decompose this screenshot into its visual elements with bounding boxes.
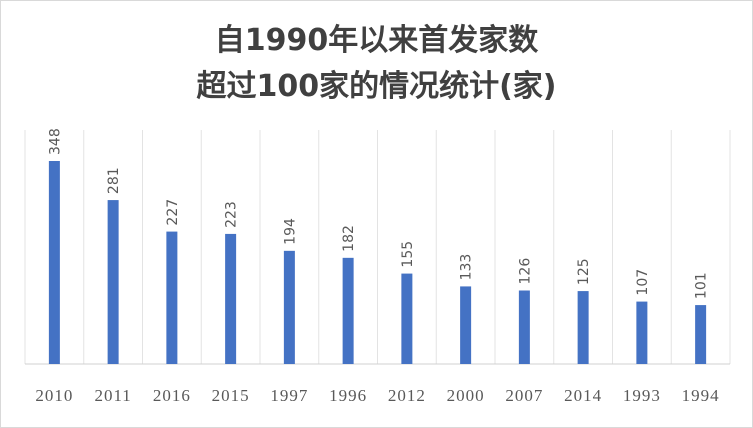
- bar-2010: [48, 161, 60, 364]
- x-tick-label: 1993: [623, 386, 661, 405]
- data-label-2010: 348: [47, 128, 63, 155]
- x-tick-label: 2016: [153, 386, 191, 405]
- bar-2007: [518, 290, 530, 364]
- bar-1994: [695, 305, 707, 364]
- x-tick-label: 2015: [212, 386, 250, 405]
- x-tick-label: 1997: [270, 386, 308, 405]
- data-label-1996: 182: [341, 225, 357, 252]
- x-tick-label: 2012: [388, 386, 426, 405]
- gridlines: [24, 130, 731, 365]
- bar-2000: [460, 286, 472, 364]
- bars: [48, 161, 707, 364]
- data-label-2011: 281: [106, 167, 122, 194]
- x-tick-labels: 2010 2011 2016 2015 1997 1996 2012 2000 2007 2014…: [35, 386, 720, 405]
- bar-2011: [107, 200, 119, 364]
- bar-2012: [401, 273, 413, 364]
- x-tick-label: 2007: [505, 386, 543, 405]
- x-tick-label: 1996: [329, 386, 367, 405]
- bar-1996: [342, 257, 354, 364]
- data-label-2014: 125: [576, 258, 592, 285]
- data-label-2015: 223: [224, 201, 240, 228]
- data-label-2016: 227: [165, 199, 181, 226]
- x-tick-label: 2014: [564, 386, 602, 405]
- bar-1997: [283, 250, 295, 364]
- x-tick-label: 2000: [447, 386, 485, 405]
- data-label-2012: 155: [400, 241, 416, 268]
- bar-2014: [577, 291, 589, 364]
- chart-title-line-1: 自1990年以来首发家数: [214, 23, 539, 58]
- data-label-2007: 126: [517, 258, 533, 285]
- bar-2015: [225, 233, 237, 364]
- chart-title-line-2: 超过100家的情况统计(家): [196, 69, 557, 104]
- x-tick-label: 1994: [682, 386, 720, 405]
- data-labels: 348 281 227 223 194 182 155 133 126 125 107 101: [47, 128, 709, 299]
- bar-2016: [166, 231, 178, 364]
- x-tick-label: 2010: [35, 386, 73, 405]
- data-label-1997: 194: [282, 218, 298, 245]
- data-label-1993: 107: [635, 269, 651, 296]
- bar-1993: [636, 301, 648, 364]
- chart-title: 自1990年以来首发家数 超过100家的情况统计(家): [0, 18, 753, 110]
- x-tick-label: 2011: [94, 386, 131, 405]
- data-label-2000: 133: [459, 254, 475, 281]
- data-label-1994: 101: [694, 272, 710, 299]
